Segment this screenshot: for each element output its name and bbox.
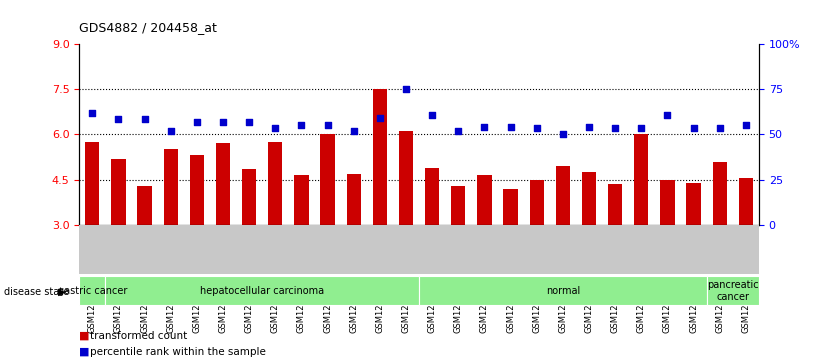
Text: ■: ■ — [79, 331, 90, 341]
Point — [243, 119, 256, 125]
Point — [661, 112, 674, 118]
Bar — [399, 131, 413, 225]
FancyBboxPatch shape — [706, 276, 759, 305]
Bar — [111, 159, 126, 225]
Point — [452, 129, 465, 134]
Point — [112, 116, 125, 122]
Text: normal: normal — [545, 286, 580, 296]
Text: percentile rank within the sample: percentile rank within the sample — [90, 347, 266, 357]
Bar — [530, 180, 544, 225]
Point — [739, 122, 752, 128]
Bar — [451, 186, 465, 225]
Bar — [138, 186, 152, 225]
Point — [425, 112, 439, 118]
Text: GDS4882 / 204458_at: GDS4882 / 204458_at — [79, 21, 217, 34]
Point — [164, 129, 178, 134]
Bar — [504, 189, 518, 225]
FancyBboxPatch shape — [105, 276, 420, 305]
Bar — [686, 183, 701, 225]
Text: ▶: ▶ — [58, 287, 65, 297]
Text: transformed count: transformed count — [90, 331, 188, 341]
Point — [294, 122, 308, 128]
Bar — [373, 89, 387, 225]
Bar — [242, 169, 256, 225]
Bar — [661, 180, 675, 225]
Text: disease state: disease state — [4, 287, 69, 297]
Point — [582, 124, 595, 130]
Bar — [582, 172, 596, 225]
Bar — [739, 178, 753, 225]
Bar — [712, 162, 727, 225]
Bar — [189, 155, 204, 225]
Bar — [634, 134, 649, 225]
Point — [347, 129, 360, 134]
Point — [269, 125, 282, 131]
FancyBboxPatch shape — [79, 276, 105, 305]
Bar — [294, 175, 309, 225]
Bar — [608, 184, 622, 225]
Point — [530, 125, 544, 131]
Point — [216, 119, 229, 125]
Bar — [347, 174, 361, 225]
Point — [399, 86, 413, 92]
Bar — [163, 150, 178, 225]
Text: ■: ■ — [79, 347, 90, 357]
Point — [138, 116, 151, 122]
Bar — [85, 142, 99, 225]
Bar — [216, 143, 230, 225]
Point — [713, 125, 726, 131]
Point — [556, 131, 570, 137]
Text: hepatocellular carcinoma: hepatocellular carcinoma — [200, 286, 324, 296]
Point — [373, 115, 386, 121]
Bar — [320, 134, 334, 225]
Text: gastric cancer: gastric cancer — [58, 286, 127, 296]
Point — [635, 125, 648, 131]
Bar — [555, 166, 570, 225]
Text: pancreatic
cancer: pancreatic cancer — [707, 280, 759, 302]
Bar — [268, 142, 283, 225]
Point — [504, 124, 517, 130]
Point — [478, 124, 491, 130]
Bar — [425, 168, 440, 225]
Point — [609, 125, 622, 131]
FancyBboxPatch shape — [420, 276, 706, 305]
Point — [86, 110, 99, 116]
Point — [687, 125, 701, 131]
Point — [190, 119, 203, 125]
Point — [321, 122, 334, 128]
Bar — [477, 175, 491, 225]
